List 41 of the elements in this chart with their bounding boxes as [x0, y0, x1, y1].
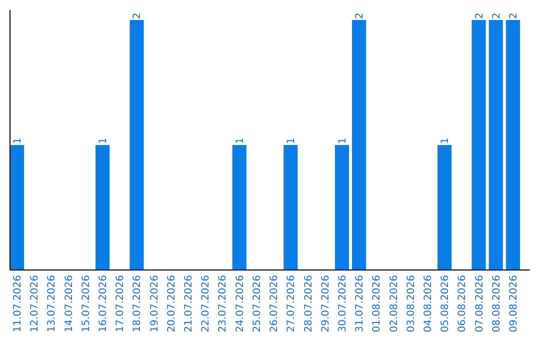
x-tick-label: 19.07.2026: [149, 275, 160, 332]
x-tick-label: 18.07.2026: [132, 275, 144, 332]
x-tick-label: 05.08.2026: [440, 275, 452, 332]
x-tick-label: 22.07.2026: [200, 275, 212, 332]
x-tick-label: 08.08.2026: [491, 275, 502, 332]
data-label: 1: [12, 138, 24, 144]
x-tick-label: 04.08.2026: [422, 275, 434, 332]
data-label: 1: [286, 138, 298, 144]
x-tick-label: 23.07.2026: [218, 275, 229, 332]
x-tick-label: 24.07.2026: [234, 275, 246, 332]
data-label: 2: [508, 12, 520, 19]
x-tick-label: 20.07.2026: [166, 275, 178, 332]
data-label: 1: [440, 138, 452, 144]
x-tick-label: 13.07.2026: [46, 275, 58, 332]
x-tick-label: 29.07.2026: [320, 275, 332, 332]
x-tick-label: 06.08.2026: [457, 275, 468, 332]
x-tick-label: 16.07.2026: [98, 275, 110, 332]
x-tick-label: 09.08.2026: [508, 275, 520, 332]
x-tick-label: 27.07.2026: [286, 275, 298, 332]
x-tick-label: 26.07.2026: [269, 275, 280, 332]
x-tick-label: 21.07.2026: [184, 275, 195, 332]
x-tick-label: 25.07.2026: [252, 275, 263, 332]
data-label: 2: [491, 12, 502, 19]
x-tick-label: 17.07.2026: [115, 275, 126, 332]
data-label: 1: [234, 138, 246, 144]
x-tick-label: 31.07.2026: [354, 275, 366, 332]
x-tick-label: 30.07.2026: [337, 275, 348, 332]
x-tick-label: 11.07.2026: [12, 275, 24, 332]
data-label: 2: [474, 12, 486, 19]
data-label: 2: [354, 12, 366, 19]
x-tick-label: 01.08.2026: [372, 275, 383, 332]
x-tick-label: 07.08.2026: [474, 275, 486, 332]
x-tick-label: 03.08.2026: [406, 275, 417, 332]
data-label: 1: [98, 138, 110, 144]
data-label: 2: [132, 12, 144, 19]
x-tick-label: 15.07.2026: [80, 275, 92, 332]
x-tick-label: 12.07.2026: [30, 275, 41, 332]
x-tick-label: 02.08.2026: [388, 275, 400, 332]
x-tick-label: 14.07.2026: [64, 275, 75, 332]
data-label: 1: [337, 138, 348, 144]
x-tick-label: 28.07.2026: [303, 275, 314, 332]
